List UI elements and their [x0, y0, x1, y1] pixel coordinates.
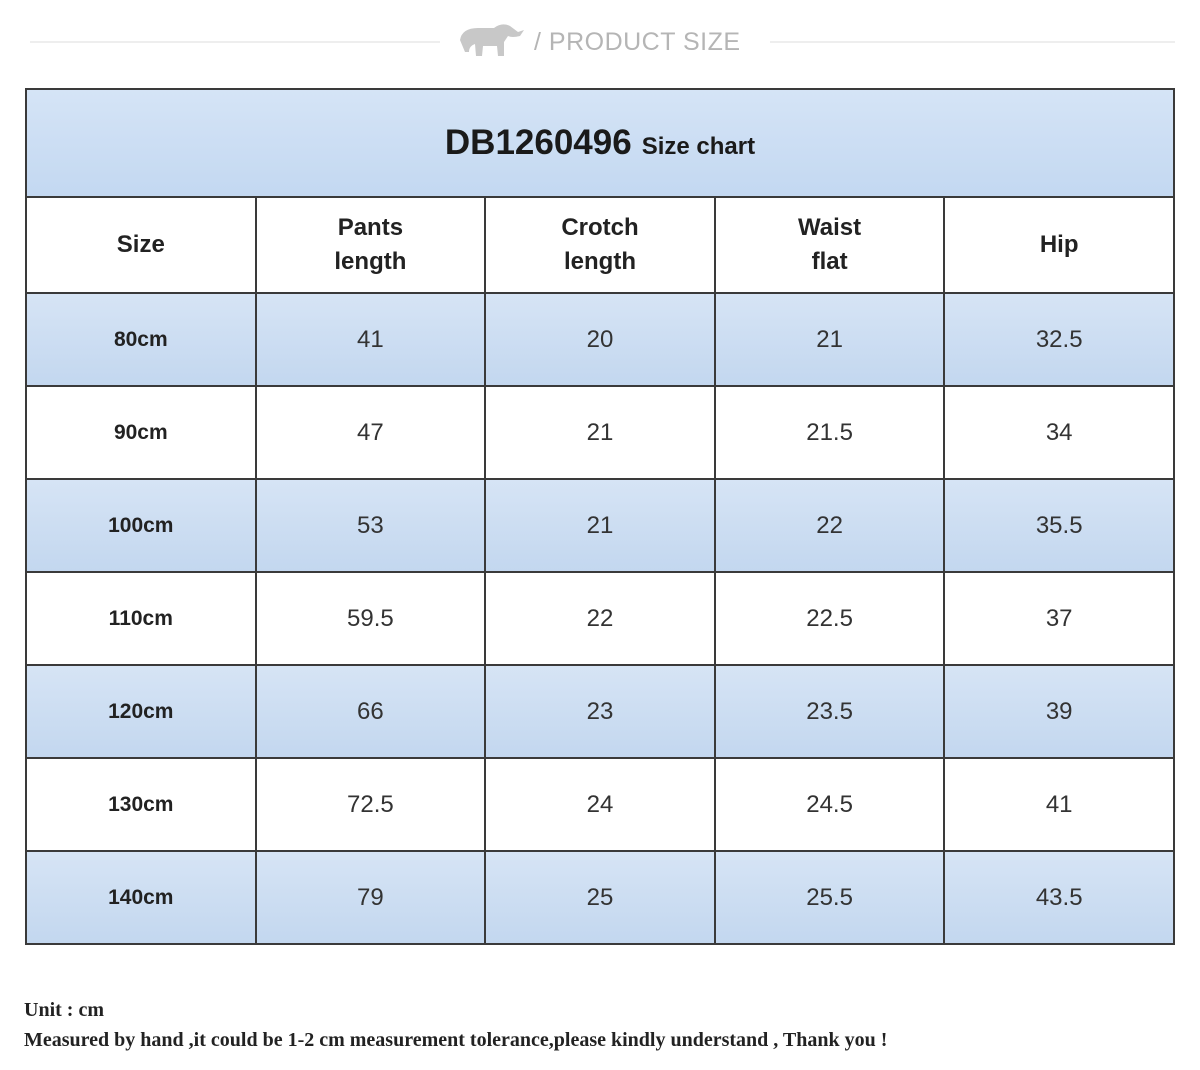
value-cell: 41 [943, 757, 1175, 852]
section-title: / PRODUCT SIZE [534, 28, 741, 56]
column-header: Size [25, 196, 257, 294]
data-row: 130cm 72.5 24 24.5 41 [25, 757, 1175, 852]
size-cell: 120cm [25, 664, 257, 759]
data-row: 140cm 79 25 25.5 43.5 [25, 850, 1175, 945]
value-cell: 21.5 [713, 385, 946, 480]
value-cell: 79 [254, 850, 487, 945]
table-caption: Size chart [641, 133, 756, 160]
value-cell: 66 [254, 664, 487, 759]
column-header: Hip [943, 196, 1175, 294]
value-cell: 47 [254, 385, 487, 480]
size-cell: 110cm [25, 571, 257, 666]
column-header: Crotch length [484, 196, 716, 294]
value-cell: 59.5 [254, 571, 487, 666]
column-header: Waist flat [713, 196, 946, 294]
value-cell: 35.5 [943, 478, 1175, 573]
size-cell: 130cm [25, 757, 257, 852]
value-cell: 24.5 [713, 757, 946, 852]
value-cell: 23 [484, 664, 716, 759]
value-cell: 20 [484, 292, 716, 387]
value-cell: 21 [713, 292, 946, 387]
column-header: Pants length [254, 196, 487, 294]
value-cell: 41 [254, 292, 487, 387]
data-row: 110cm 59.5 22 22.5 37 [25, 571, 1175, 666]
value-cell: 25.5 [713, 850, 946, 945]
size-cell: 80cm [25, 292, 257, 387]
value-cell: 43.5 [943, 850, 1175, 945]
value-cell: 25 [484, 850, 716, 945]
value-cell: 53 [254, 478, 487, 573]
value-cell: 37 [943, 571, 1175, 666]
data-row: 100cm 53 21 22 35.5 [25, 478, 1175, 573]
size-cell: 140cm [25, 850, 257, 945]
header-deco [30, 24, 1175, 56]
value-cell: 22.5 [713, 571, 946, 666]
tolerance-note: Measured by hand ,it could be 1-2 cm mea… [24, 1029, 888, 1051]
data-row: 80cm 41 20 21 32.5 [25, 292, 1175, 387]
value-cell: 22 [484, 571, 716, 666]
value-cell: 72.5 [254, 757, 487, 852]
value-cell: 32.5 [943, 292, 1175, 387]
value-cell: 24 [484, 757, 716, 852]
value-cell: 23.5 [713, 664, 946, 759]
value-cell: 21 [484, 478, 716, 573]
value-cell: 39 [943, 664, 1175, 759]
data-row: 90cm 47 21 21.5 34 [25, 385, 1175, 480]
header-row: Size Pants length Crotch length Waist flat H… [25, 196, 1175, 294]
value-cell: 22 [713, 478, 946, 573]
size-table: DB1260496 Size chart Size Pants length Crot… [25, 88, 1175, 945]
data-row: 120cm 66 23 23.5 39 [25, 664, 1175, 759]
table-title: DB1260496 Size chart [25, 88, 1175, 198]
unit-note: Unit : cm [24, 999, 104, 1021]
value-cell: 34 [943, 385, 1175, 480]
elephant-icon [460, 24, 524, 56]
size-cell: 100cm [25, 478, 257, 573]
size-cell: 90cm [25, 385, 257, 480]
footer: Unit : cm Measured by hand ,it could be … [24, 995, 887, 1055]
product-code: DB1260496 [444, 123, 632, 162]
value-cell: 21 [484, 385, 716, 480]
